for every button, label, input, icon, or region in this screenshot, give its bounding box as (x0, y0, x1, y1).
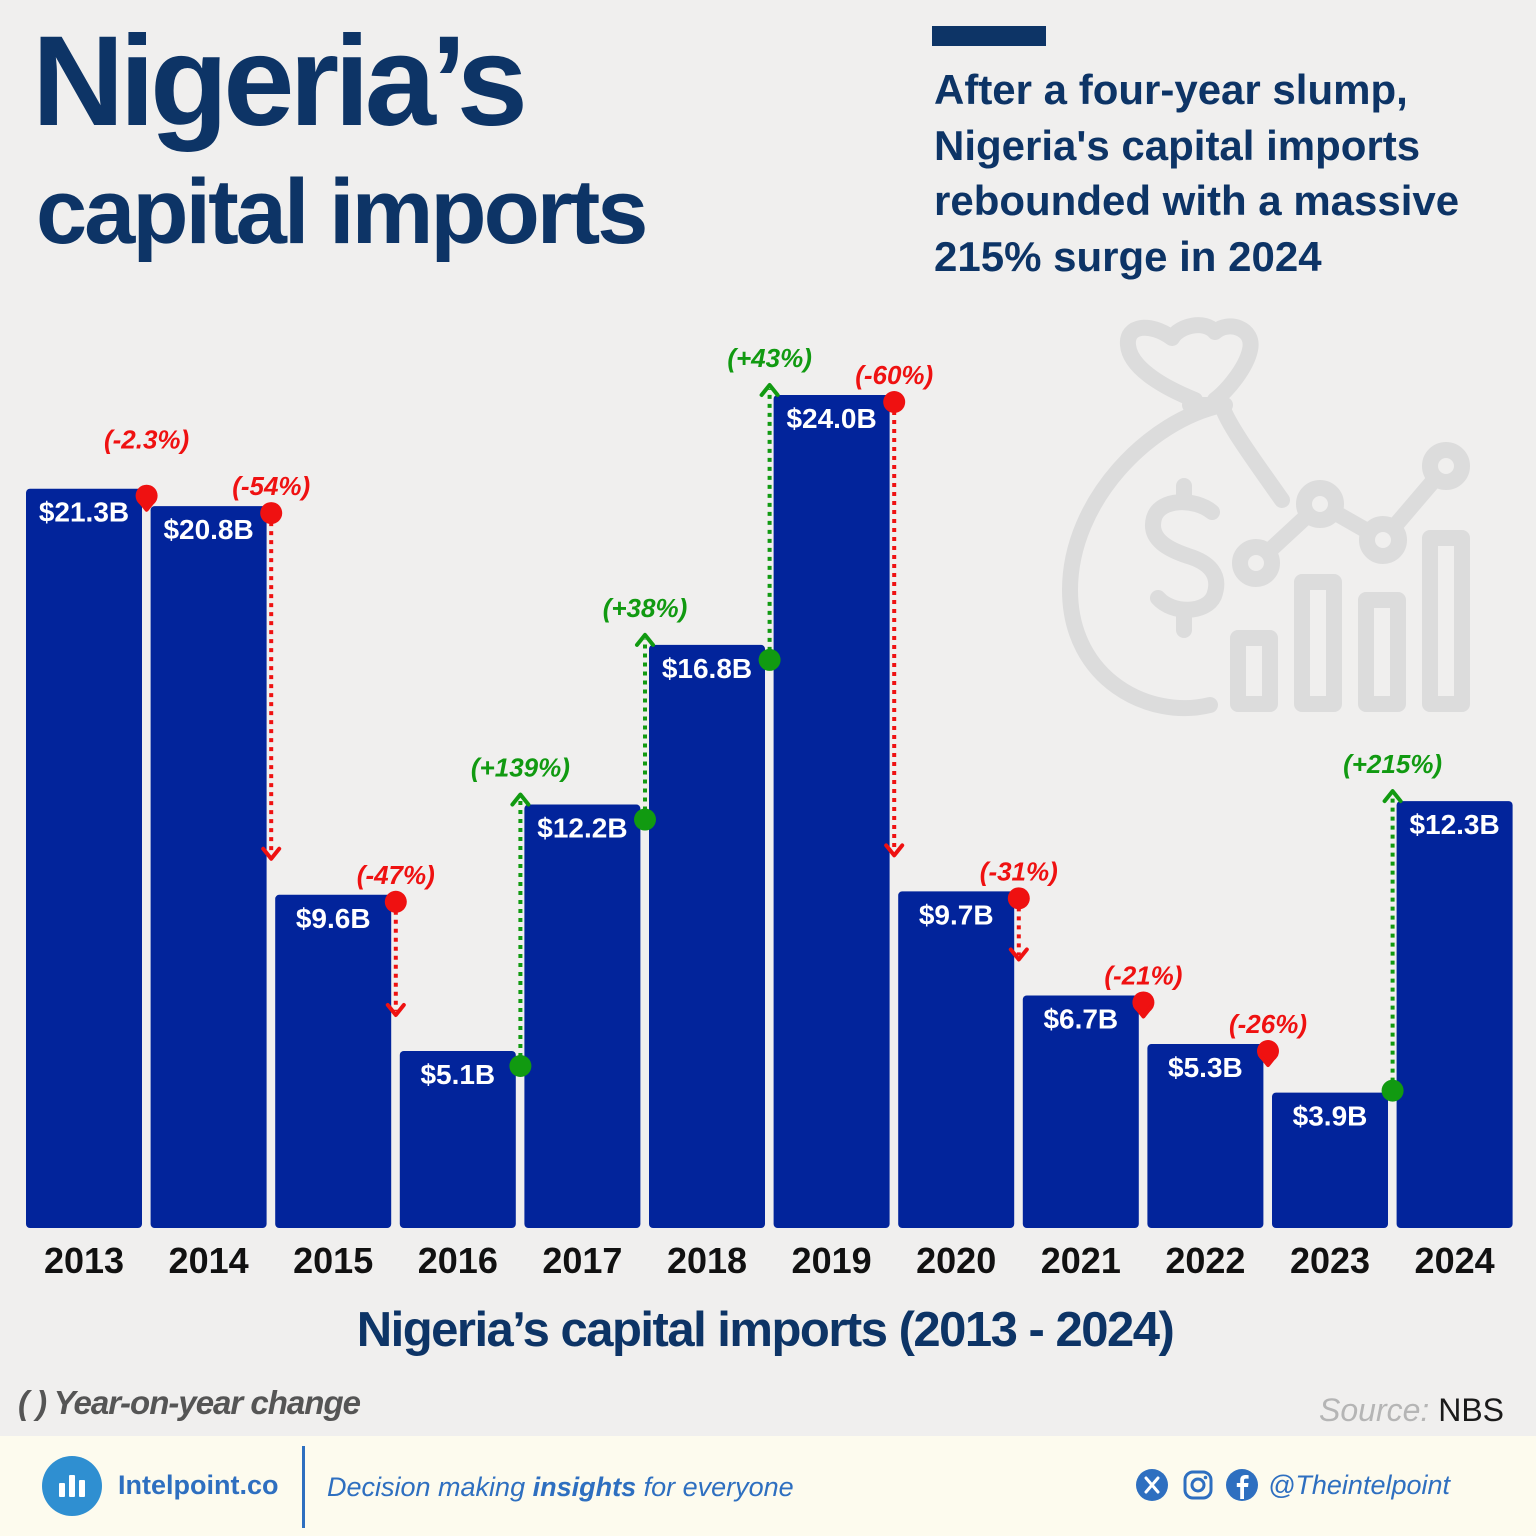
bar-value-label: $16.8B (662, 653, 752, 684)
bar (26, 488, 142, 1228)
tagline: Decision making insights for everyone (327, 1472, 794, 1502)
yoy-change-label: (-54%) (232, 471, 310, 501)
yoy-change-label: (-26%) (1229, 1009, 1307, 1039)
page-title: Nigeria’s (32, 10, 528, 153)
yoy-change-label: (+215%) (1343, 749, 1442, 779)
change-start-dot (260, 502, 283, 525)
source-label: Source: (1319, 1392, 1430, 1428)
yoy-change-label: (+139%) (471, 753, 570, 783)
change-arrowhead (385, 1002, 406, 1017)
change-arrowhead (261, 846, 282, 861)
bar-value-label: $24.0B (786, 403, 876, 434)
change-arrowhead (759, 383, 780, 397)
bar (1272, 1092, 1388, 1228)
bar (649, 644, 765, 1228)
social-handle[interactable]: @Theintelpoint (1268, 1470, 1451, 1500)
x-tick-label: 2018 (667, 1240, 747, 1281)
bar-value-label: $3.9B (1293, 1101, 1368, 1132)
bar-value-label: $12.3B (1409, 809, 1499, 840)
change-arrowhead (1258, 1053, 1278, 1068)
chart-title: Nigeria’s capital imports (2013 - 2024) (356, 1303, 1175, 1357)
change-start-dot (758, 648, 781, 671)
x-tick-label: 2023 (1290, 1240, 1370, 1281)
x-tick-label: 2015 (293, 1240, 373, 1281)
bar-value-label: $21.3B (39, 497, 129, 528)
x-tick-label: 2014 (169, 1240, 249, 1281)
change-arrowhead (884, 843, 905, 858)
yoy-change-label: (-31%) (980, 856, 1058, 886)
change-start-dot (634, 808, 656, 831)
x-tick-label: 2017 (542, 1240, 622, 1281)
change-start-dot (384, 890, 407, 913)
legend-note: ( ) Year-on-year change (18, 1384, 361, 1421)
bar-value-label: $9.7B (919, 899, 994, 930)
x-tick-label: 2019 (792, 1240, 872, 1281)
bar (399, 1050, 516, 1228)
instagram-icon[interactable] (1182, 1469, 1214, 1501)
yoy-change-label: (-47%) (357, 860, 435, 890)
bar (1396, 801, 1513, 1228)
bar-value-label: $5.3B (1168, 1052, 1243, 1083)
bar-value-label: $20.8B (163, 514, 253, 545)
x-tick-label: 2024 (1415, 1240, 1495, 1281)
accent-bar (932, 26, 1046, 46)
x-tick-label: 2016 (418, 1240, 498, 1281)
bar-value-label: $6.7B (1043, 1003, 1118, 1034)
footer-divider (302, 1446, 305, 1528)
change-start-dot (1381, 1079, 1404, 1102)
facebook-icon[interactable] (1226, 1469, 1258, 1501)
bar (150, 506, 267, 1229)
yoy-change-label: (-2.3%) (104, 425, 189, 455)
footer: Intelpoint.co Decision making insights f… (0, 1436, 1536, 1536)
change-start-dot (1132, 991, 1155, 1014)
change-arrowhead (510, 792, 531, 807)
bar-value-label: $5.1B (420, 1059, 495, 1090)
x-tick-label: 2013 (44, 1240, 124, 1281)
change-arrowhead (1008, 947, 1029, 962)
yoy-change-label: (+43%) (727, 343, 812, 373)
bar (1147, 1044, 1264, 1228)
brand-link[interactable]: Intelpoint.co (118, 1470, 279, 1500)
page-title-line2: capital imports (36, 161, 648, 263)
bar-value-label: $12.2B (537, 813, 627, 844)
bar (524, 804, 641, 1228)
x-tick-label: 2022 (1165, 1240, 1245, 1281)
change-arrowhead (1133, 1004, 1154, 1019)
bar (275, 894, 392, 1228)
x-tick-label: 2021 (1041, 1240, 1121, 1281)
intelpoint-logo-icon[interactable] (42, 1456, 102, 1516)
change-arrowhead (136, 497, 157, 512)
change-start-dot (883, 391, 906, 413)
source-note: Source: NBS (1319, 1392, 1504, 1429)
source-value: NBS (1438, 1392, 1504, 1428)
yoy-change-label: (-60%) (855, 360, 933, 390)
change-start-dot (135, 484, 158, 507)
bar (1022, 995, 1139, 1228)
x-tick-label: 2020 (916, 1240, 996, 1281)
headline-summary: After a four-year slump, Nigeria's capit… (934, 66, 1460, 280)
bar-chart: $21.3B 2013 $20.8B 2014 $9.6B 2015 $5.1B 2016 $1… (26, 343, 1513, 1281)
change-start-dot (509, 1054, 532, 1077)
change-start-dot (1007, 887, 1030, 910)
yoy-change-label: (-21%) (1104, 960, 1182, 990)
bar (773, 395, 890, 1228)
change-arrowhead (635, 632, 655, 647)
yoy-change-label: (+38%) (603, 593, 688, 623)
change-start-dot (1257, 1040, 1279, 1063)
bar (898, 891, 1015, 1228)
x-icon[interactable] (1136, 1469, 1168, 1501)
change-arrowhead (1382, 789, 1403, 804)
bar-value-label: $9.6B (296, 903, 371, 934)
